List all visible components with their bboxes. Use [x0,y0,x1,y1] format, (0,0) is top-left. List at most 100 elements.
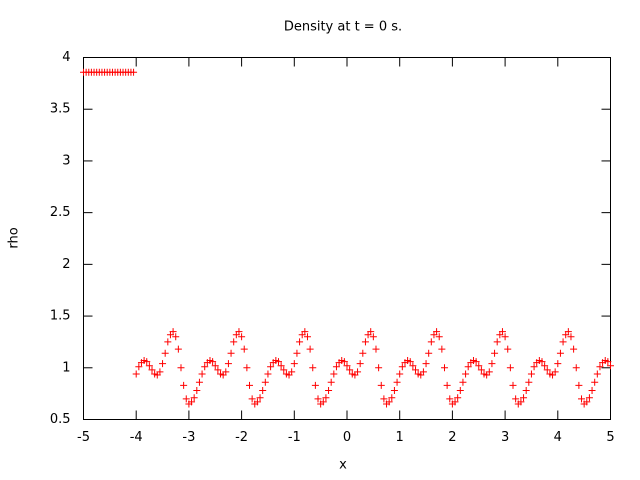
x-tick-label: 1 [396,430,404,445]
point [585,394,593,402]
point [240,345,248,353]
point [433,328,441,336]
x-tick-label: -1 [288,430,301,445]
point [575,381,583,389]
point [290,360,298,368]
point [280,366,288,374]
point [509,381,517,389]
point [388,394,396,402]
point [522,387,530,395]
point [583,398,591,406]
point [164,338,172,346]
point [498,328,506,336]
point [227,349,235,357]
point [459,378,467,386]
point [527,370,535,378]
point [156,368,164,376]
point [419,368,427,376]
point [390,387,398,395]
point [475,362,483,370]
point [377,381,385,389]
point [193,387,201,395]
point [132,370,140,378]
point [556,349,564,357]
point [195,378,203,386]
point [567,333,575,341]
point [169,328,177,336]
point [354,368,362,376]
y-tick-label: 1 [62,360,70,375]
point [438,345,446,353]
point [578,395,586,403]
point [446,395,454,403]
x-tick-label: -2 [235,430,248,445]
point [491,349,499,357]
point [406,358,414,366]
point [238,333,246,341]
point [267,363,275,371]
point [520,394,528,402]
point [274,358,282,366]
point [501,333,509,341]
point [541,362,549,370]
x-tick-label: 2 [448,430,456,445]
point [427,338,435,346]
point [425,349,433,357]
point [456,387,464,395]
point [440,364,448,372]
point [261,378,269,386]
point [493,338,501,346]
point [359,349,367,357]
point [311,381,319,389]
point [148,366,156,374]
x-axis-label: x [339,458,347,473]
point [182,395,190,403]
point [367,328,375,336]
point [464,363,472,371]
point [253,398,261,406]
point [517,398,525,406]
point [451,398,459,406]
point [591,378,599,386]
point [259,387,267,395]
point [343,362,351,370]
point [248,395,256,403]
point [246,381,254,389]
y-tick-label: 3.5 [50,102,71,117]
point [325,387,333,395]
point [462,370,470,378]
x-tick-label: -3 [182,430,195,445]
y-tick-label: 2.5 [50,205,71,220]
point [177,364,185,372]
point [443,381,451,389]
point [135,363,143,371]
y-tick-label: 4 [62,50,70,65]
point [559,338,567,346]
point [375,364,383,372]
point [409,362,417,370]
point [256,394,264,402]
point [303,333,311,341]
point [346,366,354,374]
point [224,360,232,368]
point [201,363,209,371]
point [130,68,138,76]
point [538,358,546,366]
point [385,398,393,406]
point [301,328,309,336]
x-tick-label: 5 [606,430,614,445]
point [485,368,493,376]
point [211,362,219,370]
point [314,395,322,403]
point [512,395,520,403]
point [214,366,222,374]
point [530,363,538,371]
x-tick-label: 3 [501,430,509,445]
point [372,345,380,353]
point [506,364,514,372]
point [180,381,188,389]
point [188,398,196,406]
